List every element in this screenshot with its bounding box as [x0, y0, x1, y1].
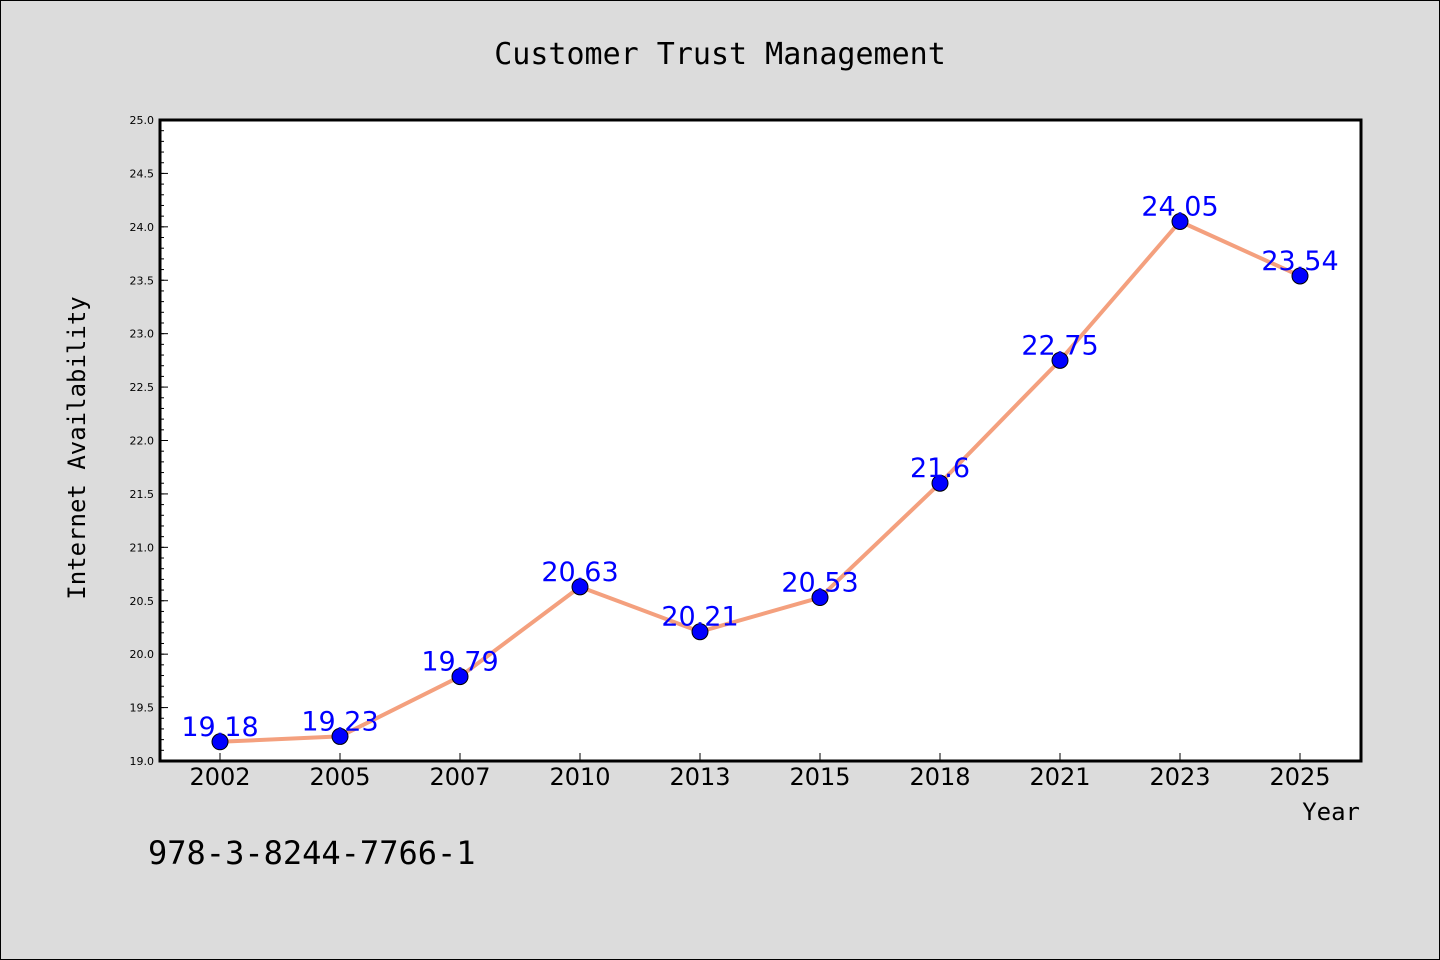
plot-area — [158, 118, 1363, 763]
data-label: 20.53 — [781, 568, 858, 599]
data-point — [451, 668, 469, 686]
y-tick-label: 25.0 — [130, 114, 155, 127]
data-point — [811, 589, 829, 607]
x-tick-label: 2015 — [789, 763, 850, 791]
isbn-footnote: 978-3-8244-7766-1 — [148, 834, 476, 872]
x-tick-label: 2018 — [909, 763, 970, 791]
x-tick-label: 2005 — [309, 763, 370, 791]
data-label: 21.6 — [910, 453, 970, 484]
y-tick-label: 21.0 — [130, 541, 155, 554]
data-label: 22.75 — [1021, 330, 1098, 361]
data-point — [211, 733, 229, 751]
chart-title: Customer Trust Management — [494, 37, 946, 72]
y-axis: 19.0 19.5 20.0 20.5 21.0 21.5 22.0 22.5 23.0 23.5… — [130, 114, 168, 768]
x-tick-label: 2010 — [549, 763, 610, 791]
series-line — [218, 219, 1302, 744]
x-tick-label: 2021 — [1029, 763, 1090, 791]
y-tick-label: 23.5 — [130, 274, 155, 287]
series-line-group: 19.18 19.23 19.79 20.63 20.21 20.53 21.6 22.75 2… — [181, 191, 1339, 751]
data-point — [331, 727, 349, 745]
data-point — [691, 623, 709, 641]
x-tick-label: 2013 — [669, 763, 730, 791]
data-label: 20.21 — [661, 602, 738, 633]
y-tick-label: 24.5 — [130, 167, 155, 180]
y-tick-label: 22.5 — [130, 381, 155, 394]
data-label: 24.05 — [1141, 191, 1218, 222]
y-tick-label: 20.0 — [130, 648, 155, 661]
y-axis-label: Internet Availability — [63, 296, 91, 599]
x-tick-label: 2025 — [1269, 763, 1330, 791]
x-tick-label: 2002 — [189, 763, 250, 791]
data-point — [1171, 212, 1189, 230]
data-label: 19.18 — [181, 712, 258, 743]
y-tick-label: 23.0 — [130, 328, 155, 341]
data-point — [1291, 267, 1309, 285]
data-point — [1051, 351, 1069, 369]
y-tick-label: 20.5 — [130, 595, 155, 608]
data-label: 19.79 — [421, 647, 498, 678]
data-label: 20.63 — [541, 557, 618, 588]
y-tick-label: 22.0 — [130, 435, 155, 448]
y-tick-label: 24.0 — [130, 221, 155, 234]
data-point — [571, 578, 589, 596]
data-point — [931, 474, 949, 492]
x-tick-label: 2023 — [1149, 763, 1210, 791]
x-tick-label: 2007 — [429, 763, 490, 791]
data-label: 19.23 — [301, 706, 378, 737]
data-label: 23.54 — [1261, 246, 1338, 277]
x-axis-label: Year — [1302, 798, 1360, 826]
y-tick-label: 19.5 — [130, 702, 155, 715]
x-axis: 2002 2005 2007 2010 2013 2015 2018 2021 2023 2025 — [189, 753, 1331, 791]
y-tick-label: 21.5 — [130, 488, 155, 501]
y-tick-label: 19.0 — [130, 755, 155, 768]
